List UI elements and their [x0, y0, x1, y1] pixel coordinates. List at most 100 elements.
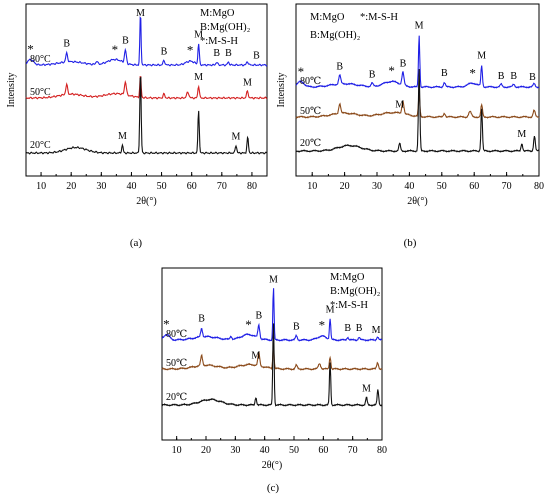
x-tick-label: 40 [404, 181, 414, 192]
x-tick-label: 10 [172, 445, 182, 456]
series-label: 50℃ [300, 106, 321, 117]
peak-label: * [469, 65, 476, 80]
peak-label: B [63, 39, 70, 50]
series-label: 80℃ [300, 76, 321, 87]
series-line [295, 93, 540, 119]
series-line [25, 16, 268, 67]
peak-label: M [362, 383, 371, 394]
peak-label: * [319, 317, 326, 332]
x-axis-label: 2θ(°) [262, 460, 282, 471]
peak-label: M [517, 129, 526, 140]
x-tick-label: 10 [36, 181, 46, 192]
legend-entry: B:Mg(OH)₂ [330, 286, 381, 297]
peak-label: B [213, 48, 220, 59]
peak-label: B [122, 36, 129, 47]
peak-label: * [163, 316, 170, 331]
x-tick-label: 40 [260, 445, 270, 456]
series-line [26, 76, 268, 155]
peak-label: B [356, 323, 363, 334]
y-axis-label: Intensity [6, 73, 17, 108]
x-tick-label: 70 [217, 181, 227, 192]
x-tick-label: 60 [469, 181, 479, 192]
peak-label: M [372, 325, 381, 336]
peak-label: B [255, 311, 262, 322]
peak-label: B [161, 47, 168, 58]
x-tick-label: 50 [289, 445, 299, 456]
peak-label: B [198, 314, 205, 325]
x-tick-label: 80 [534, 181, 544, 192]
peak-label: * [388, 63, 395, 78]
x-tick-label: 50 [437, 181, 447, 192]
x-tick-label: 20 [201, 445, 211, 456]
panel-label: (a) [130, 237, 143, 249]
x-tick-label: 80 [247, 181, 257, 192]
legend-entry: M:MgO [330, 272, 365, 283]
peak-label: M [232, 131, 241, 142]
peak-label: B [369, 70, 376, 81]
series-line [295, 68, 540, 153]
peak-label: * [298, 64, 305, 79]
x-tick-label: 30 [230, 445, 240, 456]
peak-label: M [269, 274, 278, 285]
peak-label: B [336, 62, 343, 73]
legend-entry: *:M-S-H [330, 300, 368, 311]
x-tick-label: 20 [66, 181, 76, 192]
x-tick-label: 30 [372, 181, 382, 192]
x-axis-label: 2θ(°) [407, 196, 427, 207]
peak-label: M [243, 77, 252, 88]
series-line [161, 346, 383, 371]
series-label: 20℃ [166, 392, 187, 403]
series-line [161, 288, 383, 342]
plot-frame [295, 3, 540, 177]
x-tick-label: 70 [348, 445, 358, 456]
peak-label: M [415, 21, 424, 32]
series-label: 80℃ [166, 329, 187, 340]
x-tick-label: 10 [307, 181, 317, 192]
series-line [25, 76, 268, 100]
peak-label: B [498, 71, 505, 82]
series-label: 80°C [30, 54, 51, 65]
panel-label: (c) [267, 482, 280, 494]
series-label: 50°C [30, 87, 51, 98]
peak-label: M [326, 304, 335, 315]
peak-label: B [510, 71, 517, 82]
peak-label: * [187, 42, 194, 57]
x-tick-label: 80 [377, 445, 387, 456]
peak-label: M [194, 72, 203, 83]
x-tick-label: 60 [318, 445, 328, 456]
series-label: 20℃ [300, 138, 321, 149]
series-line [295, 35, 540, 89]
xrd-panel: 10 20 30 40 50 60 70 80 2θ(°) Intensity 80℃ 50℃ 20℃ *… [276, 3, 544, 249]
peak-label: M [194, 29, 203, 40]
peak-label: M [251, 350, 260, 361]
legend-entry: M:MgO [310, 12, 345, 23]
series-label: 50℃ [166, 358, 187, 369]
x-tick-label: 30 [96, 181, 106, 192]
legend-entry: B:Mg(OH)₂ [200, 22, 251, 33]
peak-label: B [253, 50, 260, 61]
peak-label: B [400, 58, 407, 69]
peak-label: M [477, 51, 486, 62]
series-label: 20°C [30, 140, 51, 151]
peak-label: * [245, 317, 252, 332]
peak-label: B [344, 323, 351, 334]
legend-entry: *:M-S-H [360, 12, 398, 23]
peak-label: B [225, 48, 232, 59]
x-tick-label: 40 [126, 181, 136, 192]
series-line [161, 323, 383, 407]
peak-label: B [293, 322, 300, 333]
peak-label: * [112, 42, 119, 57]
legend-entry: *:M-S-H [200, 36, 238, 47]
peak-label: B [441, 68, 448, 79]
y-axis-label: Intensity [276, 73, 287, 108]
legend-entry: M:MgO [200, 8, 235, 19]
peak-label: M [395, 99, 404, 110]
plot-frame [161, 267, 383, 441]
x-tick-label: 20 [340, 181, 350, 192]
legend-entry: B:Mg(OH)₂ [310, 30, 361, 41]
x-tick-label: 70 [502, 181, 512, 192]
x-tick-label: 60 [187, 181, 197, 192]
xrd-panel: 10 20 30 40 50 60 70 80 2θ(°) Intensity 80°C 50°C 20… [6, 3, 268, 249]
